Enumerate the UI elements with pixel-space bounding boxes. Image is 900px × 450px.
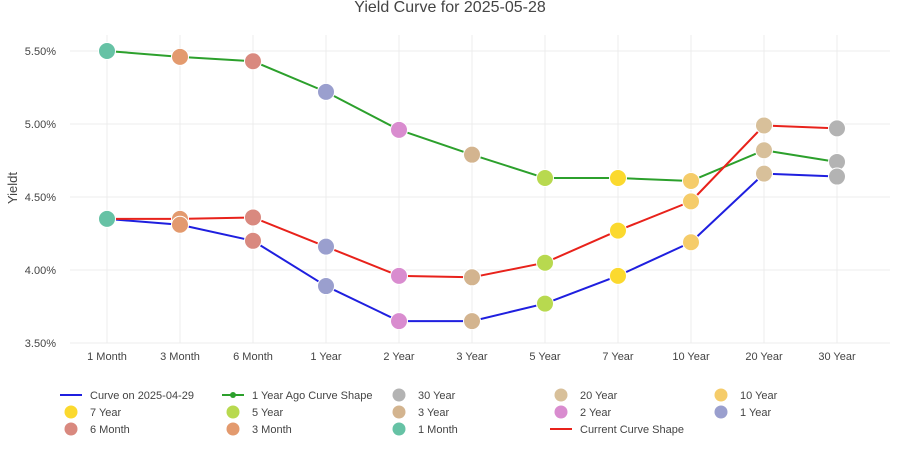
- chart-title: Yield Curve for 2025-05-28: [354, 0, 546, 16]
- legend-item[interactable]: Curve on 2025-04-29: [60, 390, 194, 402]
- data-point: [317, 237, 335, 256]
- legend-item[interactable]: 1 Year Ago Curve Shape: [222, 390, 372, 402]
- y-tick-label: 3.50%: [25, 338, 56, 350]
- legend-label: 3 Month: [252, 424, 292, 436]
- data-point: [171, 47, 189, 66]
- x-tick-label: 1 Month: [87, 351, 127, 363]
- data-point: [244, 231, 262, 250]
- legend-marker-swatch: [554, 388, 568, 402]
- x-tick-label: 30 Year: [818, 351, 856, 363]
- x-tick-label: 1 Year: [310, 351, 342, 363]
- legend-label: 5 Year: [252, 407, 284, 419]
- legend-label: 7 Year: [90, 407, 122, 419]
- data-point: [682, 233, 700, 252]
- data-point: [536, 294, 554, 313]
- data-point: [755, 141, 773, 160]
- data-point: [317, 82, 335, 101]
- legend-marker-swatch: [226, 422, 240, 436]
- legend-label: 1 Year: [740, 407, 772, 419]
- legend-label: 20 Year: [580, 390, 618, 402]
- data-point: [682, 171, 700, 190]
- x-tick-label: 20 Year: [745, 351, 783, 363]
- legend-marker-swatch: [714, 405, 728, 419]
- y-tick-label: 5.00%: [25, 119, 56, 131]
- y-axis-label: Yieldt: [5, 172, 20, 204]
- data-point: [755, 164, 773, 183]
- legend-label: 3 Year: [418, 407, 450, 419]
- x-tick-label: 3 Year: [456, 351, 488, 363]
- data-point: [828, 167, 846, 186]
- legend-marker-swatch: [226, 405, 240, 419]
- legend-item[interactable]: 20 Year: [554, 388, 618, 403]
- data-point: [98, 42, 116, 60]
- x-tick-label: 10 Year: [672, 351, 710, 363]
- x-tick-label: 6 Month: [233, 351, 273, 363]
- data-point: [390, 266, 408, 285]
- legend-label: 1 Month: [418, 424, 458, 436]
- legend-label: 30 Year: [418, 390, 456, 402]
- legend-label: Current Curve Shape: [580, 424, 684, 436]
- data-point: [244, 208, 262, 227]
- data-point: [755, 116, 773, 135]
- legend-marker-swatch: [64, 405, 78, 419]
- legend-marker-swatch: [230, 392, 236, 398]
- data-point: [609, 169, 627, 188]
- legend-item[interactable]: 1 Year: [714, 405, 772, 420]
- legend-item[interactable]: 10 Year: [714, 388, 778, 403]
- data-point: [463, 312, 481, 331]
- data-point: [682, 192, 700, 211]
- data-point: [536, 169, 554, 188]
- x-tick-label: 5 Year: [529, 351, 561, 363]
- y-tick-label: 5.50%: [25, 46, 56, 58]
- legend-label: Curve on 2025-04-29: [90, 390, 194, 402]
- legend-marker-swatch: [392, 422, 406, 436]
- legend-item[interactable]: 3 Month: [226, 422, 292, 437]
- x-tick-label: 2 Year: [383, 351, 415, 363]
- legend-item[interactable]: Current Curve Shape: [550, 424, 684, 436]
- axis-ticks: 3.50% 4.00% 4.50% 5.00% 5.50% 1 Month 3 Month 6…: [25, 46, 856, 363]
- legend-marker-swatch: [64, 422, 78, 436]
- x-tick-label: 7 Year: [602, 351, 634, 363]
- legend-label: 6 Month: [90, 424, 130, 436]
- data-point: [98, 209, 116, 228]
- data-point: [390, 312, 408, 331]
- data-point: [536, 253, 554, 272]
- legend: Curve on 2025-04-29 1 Year Ago Curve Shap…: [60, 388, 778, 437]
- grid: [70, 35, 890, 344]
- x-tick-label: 3 Month: [160, 351, 200, 363]
- data-point: [463, 145, 481, 164]
- legend-item[interactable]: 30 Year: [392, 388, 456, 403]
- legend-label: 2 Year: [580, 407, 612, 419]
- legend-item[interactable]: 1 Month: [392, 422, 458, 437]
- data-point: [609, 221, 627, 240]
- data-point: [463, 268, 481, 287]
- data-point: [244, 52, 262, 71]
- data-point: [609, 266, 627, 285]
- legend-marker-swatch: [392, 405, 406, 419]
- legend-marker-swatch: [554, 405, 568, 419]
- legend-item[interactable]: 7 Year: [64, 405, 122, 420]
- data-point: [317, 277, 335, 296]
- legend-label: 10 Year: [740, 390, 778, 402]
- legend-item[interactable]: 5 Year: [226, 405, 284, 420]
- legend-marker-swatch: [714, 388, 728, 402]
- data-point: [828, 119, 846, 138]
- data-point: [171, 215, 189, 234]
- legend-item[interactable]: 3 Year: [392, 405, 450, 420]
- legend-marker-swatch: [392, 388, 406, 402]
- data-markers: [98, 42, 846, 331]
- legend-label: 1 Year Ago Curve Shape: [252, 390, 372, 402]
- y-tick-label: 4.00%: [25, 265, 56, 277]
- legend-item[interactable]: 2 Year: [554, 405, 612, 420]
- y-tick-label: 4.50%: [25, 192, 56, 204]
- data-point: [390, 120, 408, 139]
- legend-item[interactable]: 6 Month: [64, 422, 130, 437]
